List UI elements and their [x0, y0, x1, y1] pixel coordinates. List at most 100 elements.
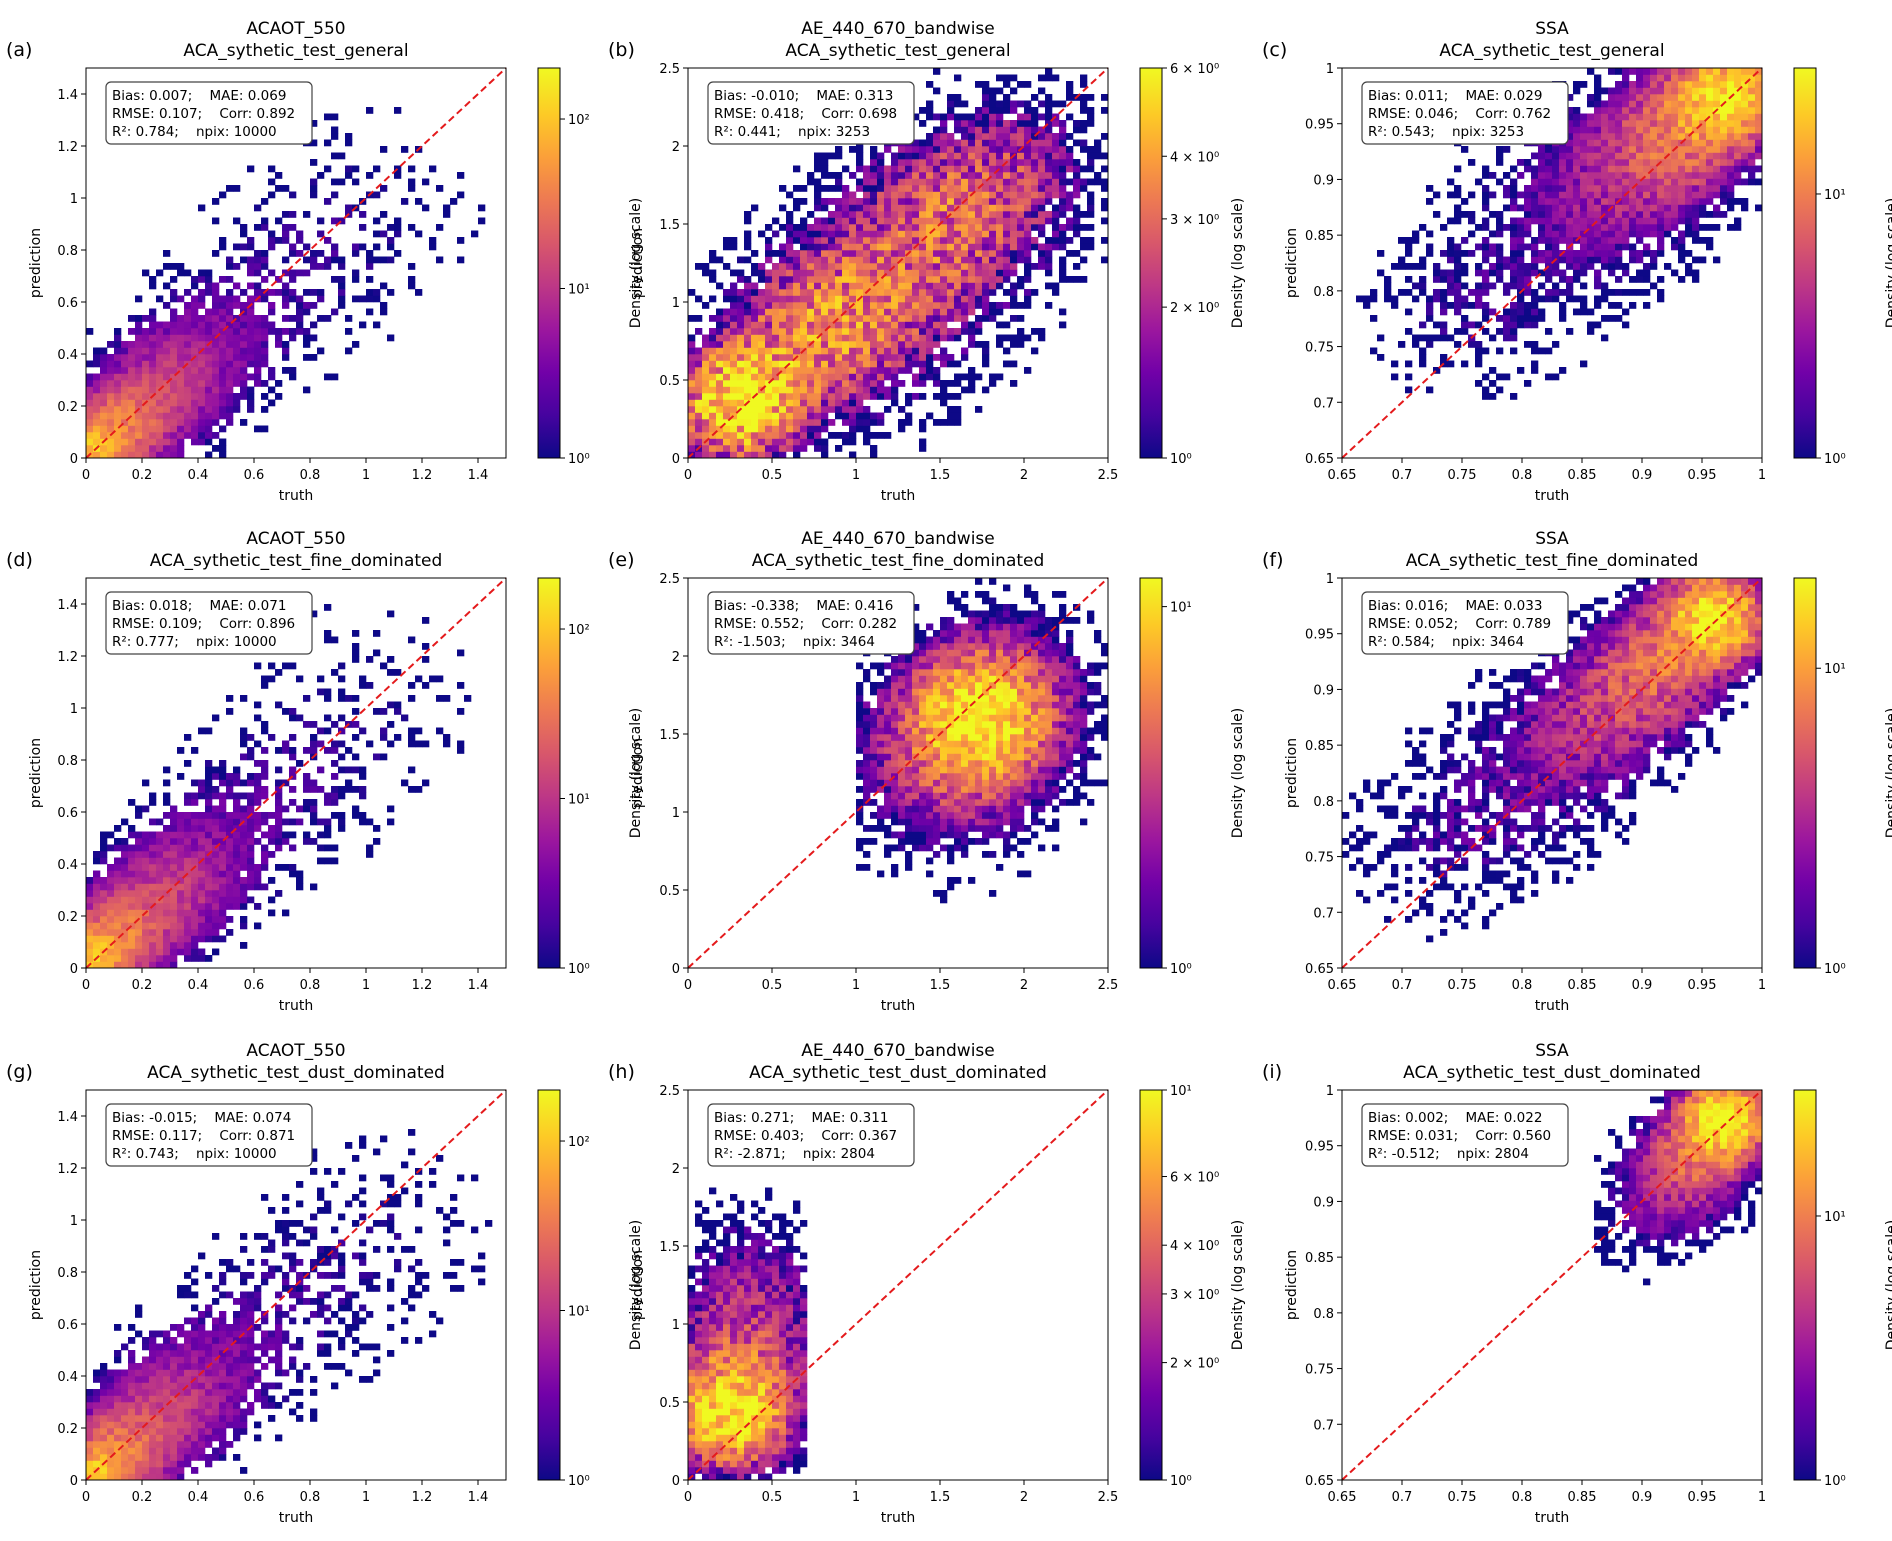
density-cell [765, 256, 773, 264]
density-cell [723, 406, 731, 413]
density-cell [114, 896, 122, 904]
density-cell [184, 890, 192, 897]
density-cell [968, 386, 976, 394]
density-cell [849, 172, 857, 179]
density-cell [1678, 237, 1686, 244]
density-cell [282, 237, 290, 244]
density-cell [905, 393, 913, 400]
density-cell [1713, 94, 1721, 101]
density-cell [1720, 113, 1728, 121]
x-tick-label: 1 [852, 468, 860, 483]
y-tick-label: 1 [1326, 62, 1334, 77]
density-cell [1433, 295, 1441, 303]
density-cell [1734, 68, 1742, 75]
density-cell [254, 740, 262, 748]
density-cell [1031, 165, 1039, 173]
density-cell [310, 159, 318, 166]
density-cell [996, 373, 1004, 381]
density-cell [1615, 204, 1623, 212]
density-cell [968, 256, 976, 264]
density-cell [863, 243, 871, 251]
density-cell [198, 812, 206, 819]
density-cell [695, 347, 703, 355]
density-cell [163, 792, 171, 800]
density-cell [828, 295, 836, 303]
density-cell [849, 191, 857, 199]
density-cell [310, 883, 318, 891]
density-cell [198, 883, 206, 891]
density-cell [863, 386, 871, 394]
density-cell [1594, 243, 1602, 251]
density-cell [93, 425, 101, 433]
density-cell [1643, 302, 1651, 309]
density-cell [849, 237, 857, 244]
density-cell [779, 185, 787, 192]
density-cell [149, 896, 157, 904]
density-cell [835, 211, 843, 218]
density-cell [1447, 334, 1455, 342]
density-cell [1629, 230, 1637, 238]
density-cell [1087, 165, 1095, 173]
density-cell [856, 243, 864, 251]
density-cell [807, 386, 815, 394]
density-cell [254, 812, 262, 819]
density-cell [1748, 139, 1756, 147]
density-cell [702, 334, 710, 342]
density-cell [240, 256, 248, 264]
density-cell [1384, 295, 1392, 303]
density-cell [919, 217, 927, 225]
density-cell [905, 198, 913, 205]
density-cell [1010, 237, 1018, 244]
density-cell [709, 386, 717, 394]
density-cell [1727, 126, 1735, 134]
density-cell [149, 308, 157, 316]
density-cell [751, 380, 759, 387]
density-cell [982, 263, 990, 270]
density-cell [1580, 217, 1588, 225]
density-cell [947, 204, 955, 212]
density-cell [1629, 302, 1637, 309]
density-cell [163, 870, 171, 878]
density-cell [1685, 198, 1693, 205]
density-cell [170, 373, 178, 381]
density-cell [107, 425, 115, 433]
density-cell [191, 341, 199, 348]
density-cell [1017, 250, 1025, 257]
density-cell [1440, 334, 1448, 342]
density-cell [191, 929, 199, 936]
density-cell [989, 269, 997, 277]
density-cell [184, 792, 192, 800]
density-cell [135, 347, 143, 355]
density-cell [772, 386, 780, 394]
density-cell [240, 779, 248, 787]
density-cell [961, 224, 969, 231]
density-cell [1566, 133, 1574, 140]
density-cell [163, 903, 171, 910]
density-cell [884, 191, 892, 199]
density-cell [919, 152, 927, 160]
density-cell [919, 243, 927, 251]
density-cell [282, 289, 290, 296]
density-cell [135, 386, 143, 394]
density-cell [870, 321, 878, 329]
density-cell [1573, 120, 1581, 127]
density-cell [828, 367, 836, 374]
density-cell [919, 341, 927, 348]
density-cell [1615, 224, 1623, 231]
density-cell [128, 942, 136, 949]
density-cell [1650, 126, 1658, 134]
density-cell [191, 916, 199, 923]
density-cell [905, 302, 913, 309]
density-cell [758, 451, 766, 459]
density-cell [1003, 347, 1011, 355]
density-cell [814, 360, 822, 368]
density-cell [1468, 341, 1476, 348]
density-cell [114, 432, 122, 439]
density-cell [247, 315, 255, 322]
density-cell [149, 276, 157, 283]
density-cell [219, 393, 227, 400]
density-cell [856, 146, 864, 153]
density-cell [793, 198, 801, 205]
density-cell [821, 438, 829, 446]
density-cell [1664, 217, 1672, 225]
